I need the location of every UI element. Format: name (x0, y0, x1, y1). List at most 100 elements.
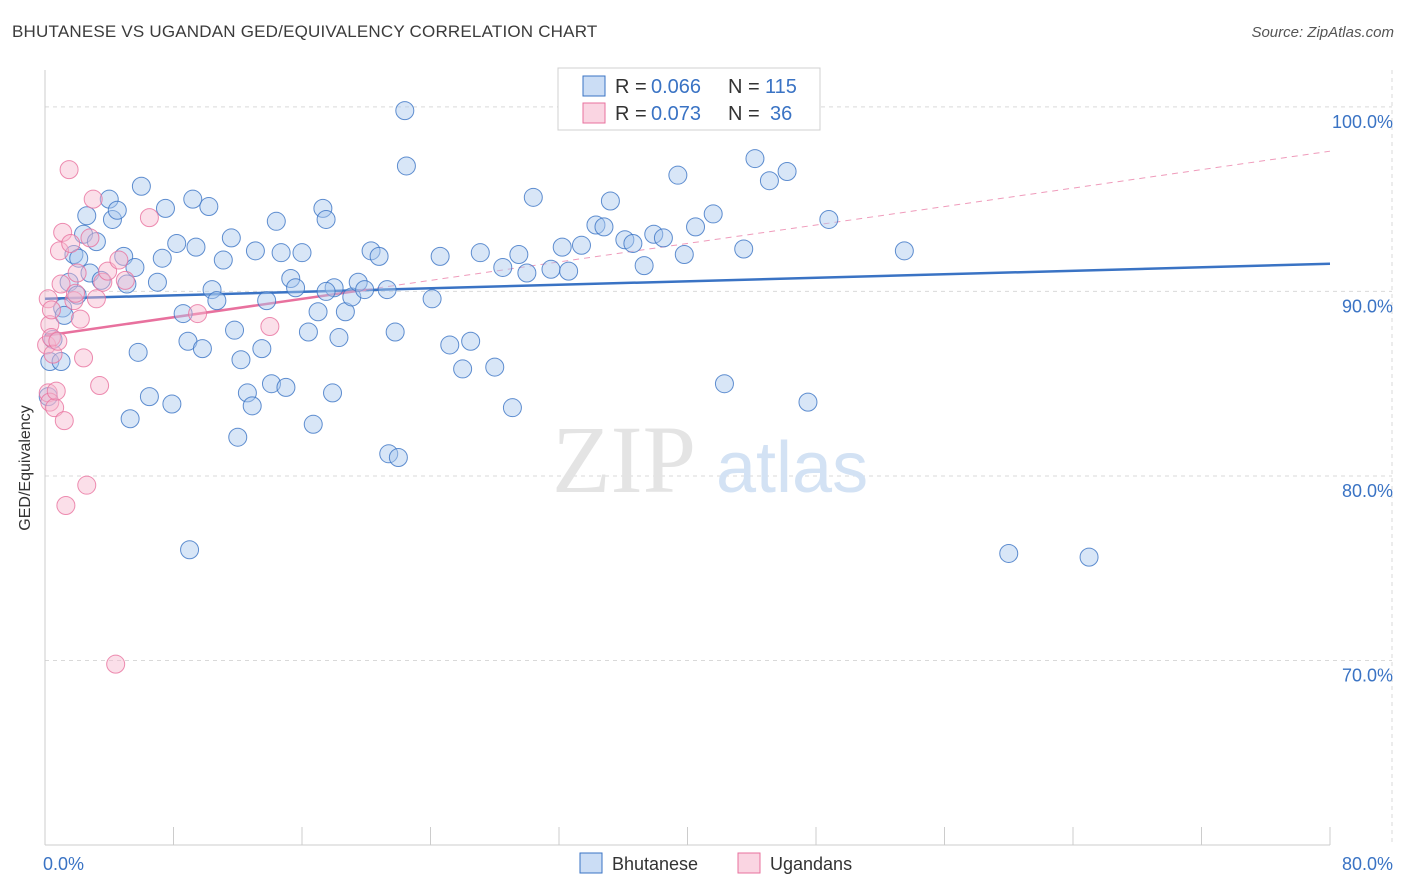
ugandans-point (188, 304, 208, 324)
bhutanese-point (623, 233, 643, 253)
bhutanese-point (594, 217, 614, 237)
ugandans-point (70, 309, 90, 329)
bhutanese-point (51, 352, 71, 372)
bhutanese-point (125, 257, 145, 277)
bhutanese-point (777, 161, 797, 181)
ugandans-point (90, 376, 110, 396)
bhutanese-point (237, 383, 257, 403)
y-tick-label: 70.0% (1342, 665, 1393, 685)
bhutanese-point (586, 215, 606, 235)
bhutanese-point (261, 374, 281, 394)
legend-swatch-bhutanese (582, 75, 606, 97)
bhutanese-point (162, 394, 182, 414)
bhutanese-point (202, 280, 222, 300)
ugandans-point (83, 189, 103, 209)
bhutanese-point (286, 278, 306, 298)
bhutanese-point (1079, 547, 1099, 567)
bhutanese-point (173, 304, 193, 324)
bhutanese-point (819, 209, 839, 229)
ugandans-point (139, 208, 159, 228)
bhutanese-point (131, 176, 151, 196)
ugandans-point (53, 222, 73, 242)
bhutanese-point (759, 171, 779, 191)
legend-r-label-2: R = (615, 103, 647, 125)
legend-r-label-1: R = (615, 76, 647, 98)
bhutanese-point (180, 540, 200, 560)
bhutanese-point (440, 335, 460, 355)
ugandans-point (260, 316, 280, 336)
bhutanese-point (225, 320, 245, 340)
bhutanese-point (199, 197, 219, 217)
ugandans-point (49, 241, 69, 261)
bhutanese-point (107, 200, 127, 220)
ugandans-point (74, 348, 94, 368)
bottom-legend-swatch-bhutanese (579, 852, 603, 874)
bhutanese-point (329, 328, 349, 348)
bhutanese-point (99, 189, 119, 209)
ugandans-point (51, 274, 71, 294)
legend-r-value-1: 0.066 (651, 76, 701, 98)
bhutanese-point (276, 377, 296, 397)
bhutanese-point (147, 272, 167, 292)
ugandans-point (93, 272, 113, 292)
bhutanese-point (167, 233, 187, 253)
bhutanese-point (552, 237, 572, 257)
bhutanese-point (571, 235, 591, 255)
y-tick-label: 90.0% (1342, 296, 1393, 316)
bhutanese-point (252, 339, 272, 359)
bhutanese-point (894, 241, 914, 261)
bhutanese-point (559, 261, 579, 281)
bhutanese-point (323, 383, 343, 403)
grid-layer (45, 70, 1393, 845)
x-tick-label: 80.0% (1342, 854, 1393, 874)
bhutanese-point (266, 211, 286, 231)
bhutanese-point (493, 257, 513, 277)
bhutanese-point (102, 209, 122, 229)
bhutanese-point (308, 302, 328, 322)
bhutanese-point (316, 281, 336, 301)
bhutanese-point (257, 291, 277, 311)
bhutanese-point (999, 543, 1019, 563)
ugandans-point (41, 328, 61, 348)
bhutanese-point (355, 280, 375, 300)
bhutanese-point (644, 224, 664, 244)
bhutanese-point (369, 246, 389, 266)
source-label: Source: ZipAtlas.com (1251, 24, 1394, 41)
bhutanese-point (453, 359, 473, 379)
bhutanese-point (600, 191, 620, 211)
bhutanese-point (120, 409, 140, 429)
ugandans-point (77, 475, 97, 495)
ugandans-point (43, 344, 63, 364)
bhutanese-point (77, 206, 97, 226)
ugandans-point (56, 495, 76, 515)
ugandans-point (38, 289, 58, 309)
bhutanese-point (502, 398, 522, 418)
bhutanese-point (388, 448, 408, 467)
bhutanese-point (714, 374, 734, 394)
bhutanese-point (517, 263, 537, 283)
bhutanese-point (461, 331, 481, 351)
bhutanese-point (213, 250, 233, 270)
ugandans-point (61, 233, 81, 253)
ugandans-point (115, 270, 135, 290)
bhutanese-point (128, 342, 148, 362)
legend-n-label-2: N = (728, 103, 760, 125)
ugandans-point (46, 381, 66, 401)
bhutanese-point (152, 248, 172, 268)
bhutanese-point (242, 396, 262, 416)
bhutanese-point (395, 101, 415, 121)
bhutanese-point (798, 392, 818, 412)
stats-legend: R = 0.066 N = 115 R = 0.073 N = 36 (557, 67, 821, 131)
trend-lines (44, 150, 1331, 337)
bhutanese-point (192, 339, 212, 359)
y-axis-label: GED/Equivalency (17, 405, 34, 530)
bhutanese-point (686, 217, 706, 237)
bottom-legend: Bhutanese Ugandans (579, 852, 852, 874)
ugandans-trend-extension (366, 150, 1331, 291)
y-tick-label: 80.0% (1342, 481, 1393, 501)
bhutanese-point (292, 243, 312, 263)
watermark: ZIP atlas (552, 406, 868, 513)
bhutanese-point (377, 280, 397, 300)
legend-n-value-2: 36 (770, 103, 792, 125)
